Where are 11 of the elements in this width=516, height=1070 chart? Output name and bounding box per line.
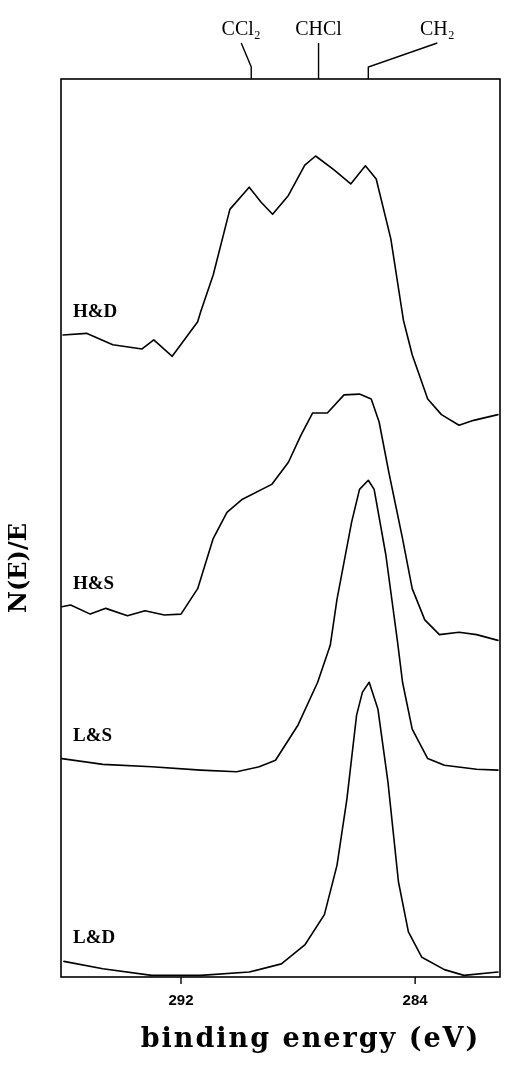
series-label: L&D [73, 926, 116, 948]
annotation: CH₂ [419, 17, 455, 39]
series-label: H&S [73, 571, 115, 593]
annotation: CCl₂ [221, 17, 261, 39]
y-axis-title: N(E)/E [3, 523, 32, 613]
series-label: H&D [73, 299, 118, 321]
x-axis-title: binding energy (eV) [140, 1022, 481, 1053]
x-tick-label: 292 [168, 991, 194, 1008]
annotation: CHCl [295, 17, 343, 39]
series-label: L&S [73, 723, 113, 745]
x-tick-label: 284 [402, 991, 429, 1008]
